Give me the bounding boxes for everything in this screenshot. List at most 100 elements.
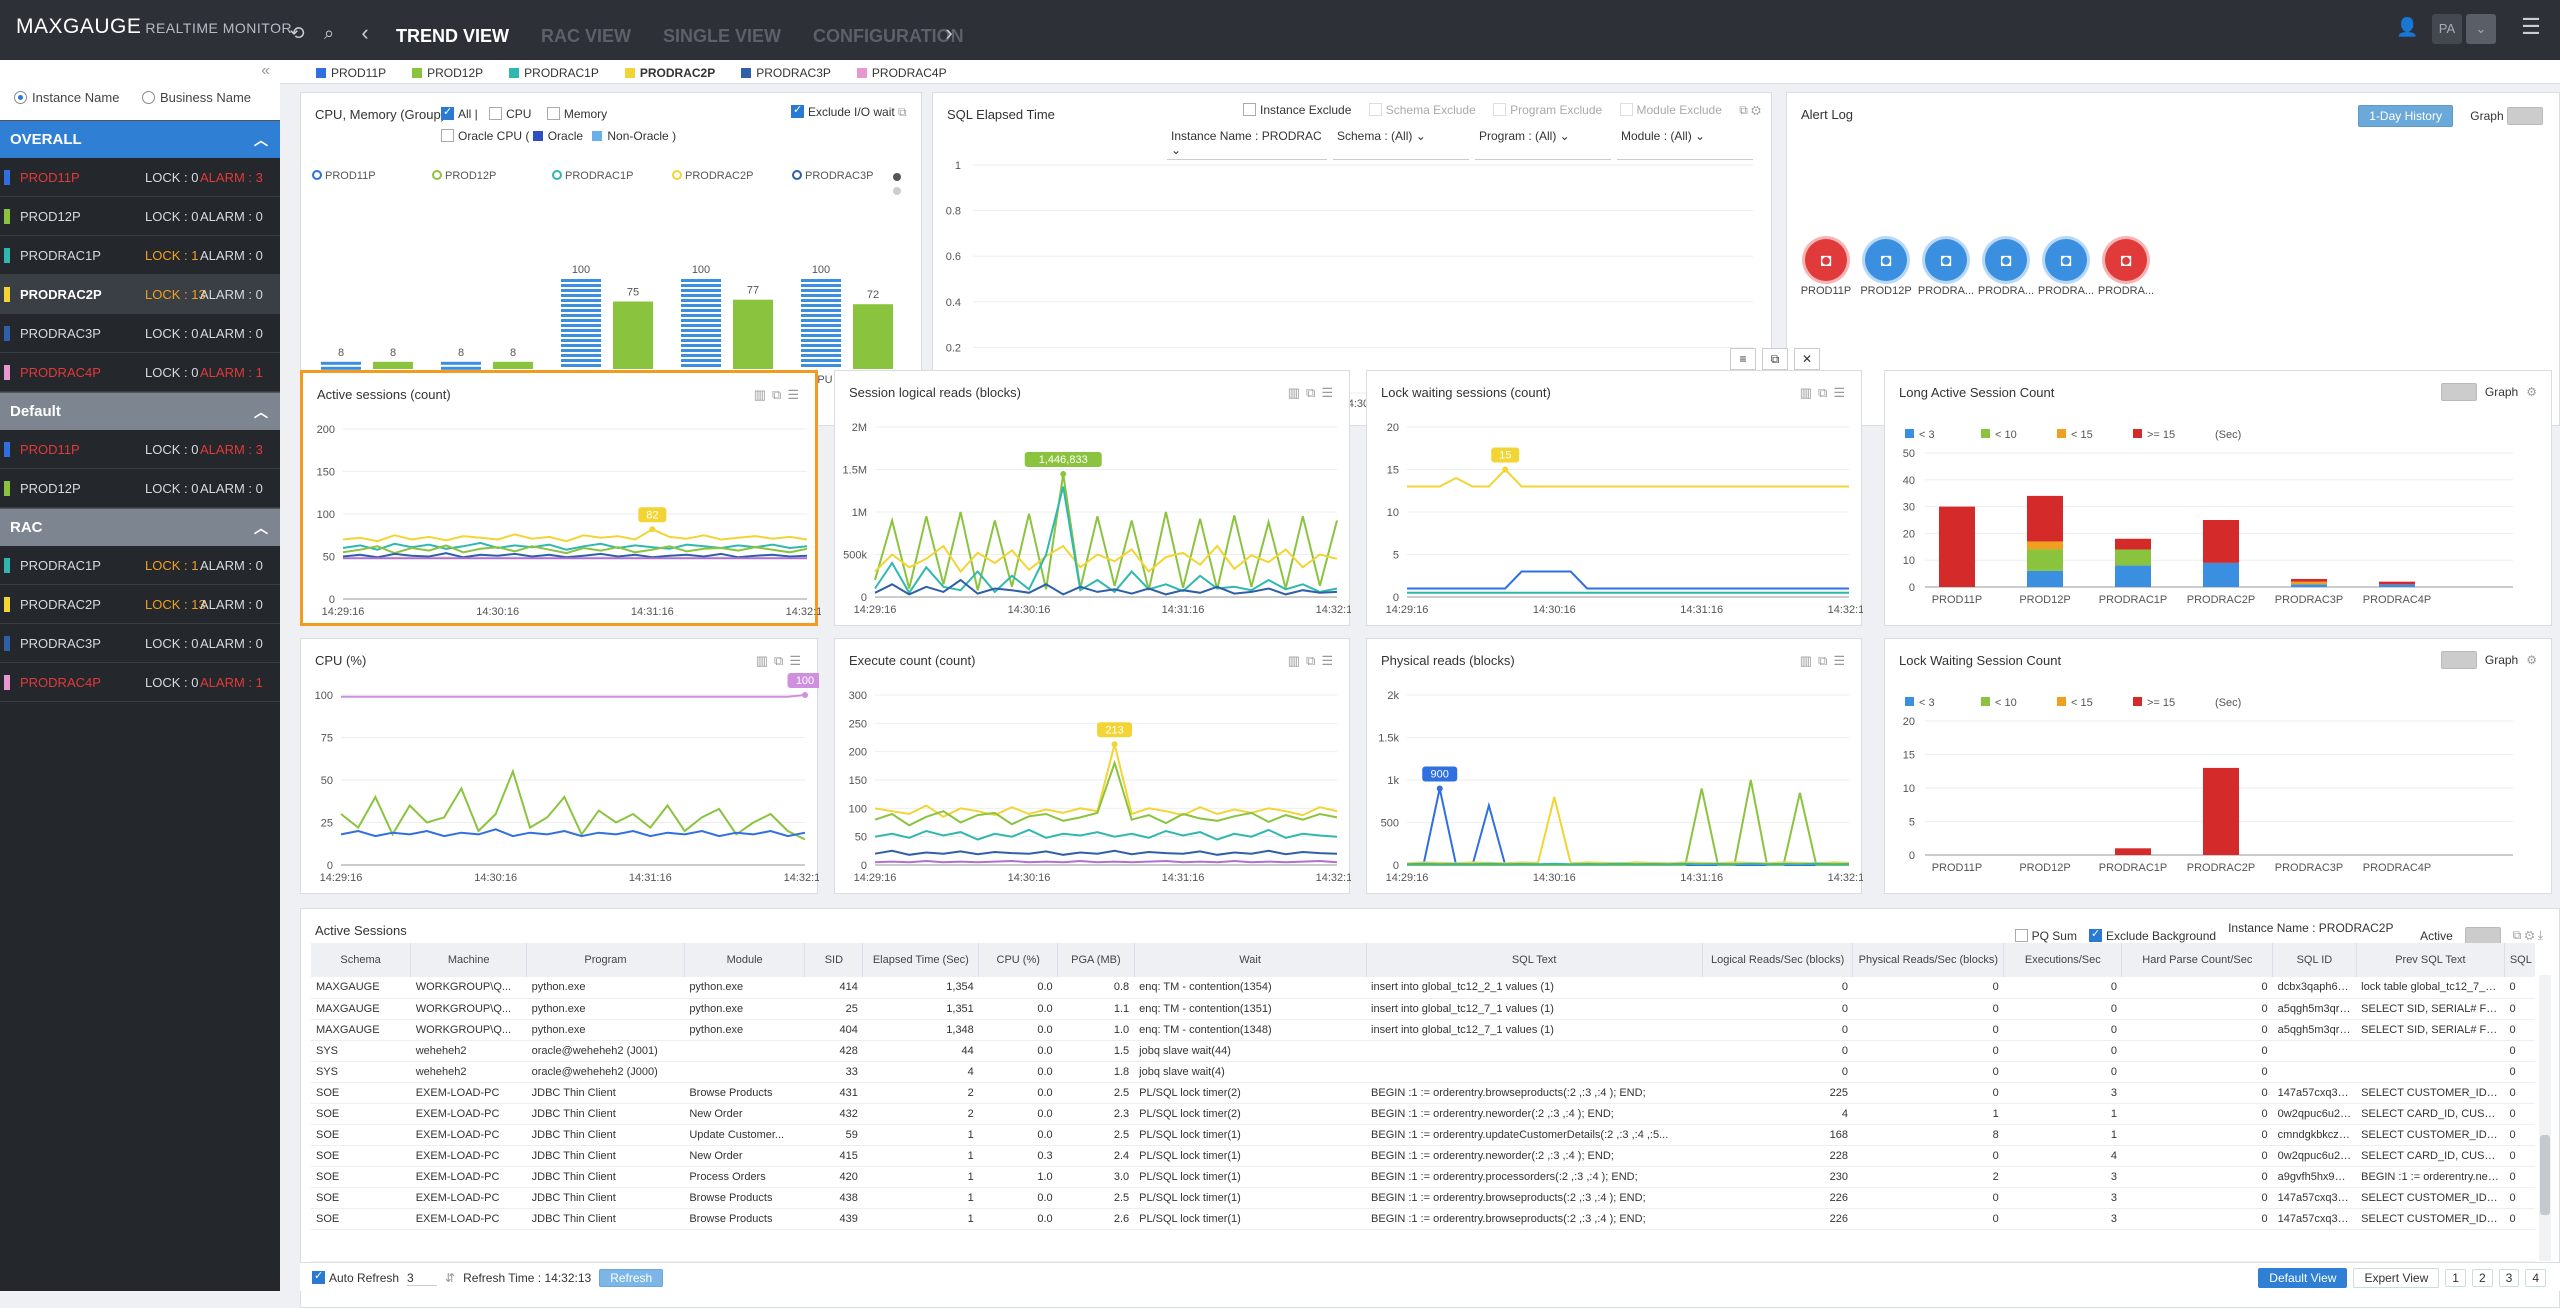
- graph-toggle[interactable]: [2507, 107, 2543, 125]
- sidebar-item-prodrac4p[interactable]: PRODRAC4P LOCK : 0 ALARM : 1: [0, 663, 280, 702]
- chevron-up-icon[interactable]: ︿: [254, 404, 268, 420]
- refresh-button[interactable]: Refresh: [599, 1269, 664, 1287]
- exclude-background-checkbox[interactable]: Exclude Background: [2088, 927, 2216, 943]
- sidebar-group-default[interactable]: Default ︿: [0, 392, 280, 430]
- sidebar-item-prodrac1p[interactable]: PRODRAC1P LOCK : 1 ALARM : 0: [0, 236, 280, 275]
- table-row[interactable]: SOE EXEM-LOAD-PC JDBC Thin Client New Order…: [311, 1145, 2535, 1167]
- list-view-icon[interactable]: ≡: [1730, 348, 1756, 370]
- chart-panel-6[interactable]: Long Active Session Count < 3 < 10 < 15 >= 1…: [1884, 370, 2552, 626]
- table-row[interactable]: SOE EXEM-LOAD-PC JDBC Thin Client Process O…: [311, 1166, 2535, 1188]
- column-header[interactable]: Hard Parse Count/Sec: [2121, 943, 2274, 977]
- legend-item[interactable]: PRODRAC3P: [741, 66, 831, 80]
- default-view-button[interactable]: Default View: [2258, 1268, 2348, 1288]
- export-icon[interactable]: ⧉: [898, 105, 907, 119]
- sidebar-group-overall[interactable]: OVERALL ︿: [0, 120, 280, 158]
- alert-instance-icon[interactable]: ◘: [1985, 239, 2027, 281]
- table-row[interactable]: SOE EXEM-LOAD-PC JDBC Thin Client New Order…: [311, 1103, 2535, 1125]
- legend-item[interactable]: PRODRAC4P: [856, 66, 947, 80]
- page-button[interactable]: 1: [2445, 1269, 2466, 1287]
- chart-panel-4[interactable]: Execute count (count) 300 250 200 150 100 50 0 1…: [834, 638, 1351, 894]
- oracle-cpu-checkbox[interactable]: [441, 129, 454, 142]
- close-icon[interactable]: ✕: [1794, 348, 1820, 370]
- chart-tool-icons[interactable]: ▥⧉☰: [1287, 653, 1339, 668]
- instance-filter-select[interactable]: Instance Name : PRODRAC ⌄: [1167, 127, 1327, 160]
- column-header[interactable]: Wait: [1134, 943, 1367, 977]
- memory-checkbox[interactable]: [546, 107, 560, 120]
- spinner-icon[interactable]: ⇵: [445, 1271, 456, 1285]
- sidebar-item-prodrac3p[interactable]: PRODRAC3P LOCK : 0 ALARM : 0: [0, 624, 280, 663]
- column-header[interactable]: Schema: [311, 943, 412, 977]
- table-row[interactable]: MAXGAUGE WORKGROUP\Q... python.exe python.e…: [311, 977, 2535, 999]
- alert-instance-icon[interactable]: ◘: [1805, 239, 1847, 281]
- page-button[interactable]: 2: [2471, 1269, 2493, 1287]
- page-button[interactable]: 3: [2498, 1269, 2520, 1287]
- program-exclude-checkbox[interactable]: [1493, 103, 1507, 116]
- legend-item[interactable]: PRODRAC2P: [624, 66, 715, 80]
- prev-tab-icon[interactable]: ‹: [361, 20, 369, 45]
- table-row[interactable]: SOE EXEM-LOAD-PC JDBC Thin Client Browse Pr…: [311, 1208, 2535, 1230]
- chart-panel-3[interactable]: CPU (%) 100 75 50 25 0 14:29:16 14:30:16 14:31:1…: [300, 638, 819, 894]
- radio-business-name[interactable]: Business Name: [142, 90, 251, 105]
- module-filter-select[interactable]: Module : (All) ⌄: [1617, 127, 1753, 160]
- chevron-up-icon[interactable]: ︿: [254, 132, 268, 148]
- sidebar-item-prod11p[interactable]: PROD11P LOCK : 0 ALARM : 3: [0, 430, 280, 469]
- user-menu-dropdown[interactable]: ⌄: [2466, 14, 2496, 44]
- alert-instance-icon[interactable]: ◘: [2045, 239, 2087, 281]
- settings-icon[interactable]: ⚙: [2526, 385, 2537, 399]
- expert-view-button[interactable]: Expert View: [2353, 1268, 2440, 1288]
- column-header[interactable]: SQL Plan Hash: [2504, 943, 2535, 977]
- alert-instance-icon[interactable]: ◘: [1925, 239, 1967, 281]
- schema-filter-select[interactable]: Schema : (All) ⌄: [1333, 127, 1469, 160]
- sidebar-item-prodrac2p[interactable]: PRODRAC2P LOCK : 13 ALARM : 0: [0, 275, 280, 314]
- collapse-sidebar-icon[interactable]: «: [261, 62, 270, 79]
- chart-panel-2[interactable]: Lock waiting sessions (count) 20 15 10 5 0 14:…: [1366, 370, 1863, 626]
- vertical-scrollbar[interactable]: [2539, 975, 2551, 1261]
- settings-icon[interactable]: ⚙: [2526, 653, 2537, 667]
- user-avatar[interactable]: PA: [2432, 14, 2462, 44]
- table-row[interactable]: SOE EXEM-LOAD-PC JDBC Thin Client Browse Pr…: [311, 1187, 2535, 1209]
- program-filter-select[interactable]: Program : (All) ⌄: [1475, 127, 1611, 160]
- chart-panel-7[interactable]: Lock Waiting Session Count < 3 < 10 < 15 >= …: [1884, 638, 2552, 894]
- column-header[interactable]: Program: [526, 943, 685, 977]
- active-toggle[interactable]: [2464, 926, 2501, 945]
- column-header[interactable]: Module: [684, 943, 806, 977]
- page-button[interactable]: 4: [2525, 1269, 2546, 1287]
- pq-sum-checkbox[interactable]: PQ Sum: [2014, 928, 2077, 943]
- history-button[interactable]: 1-Day History: [2358, 105, 2453, 127]
- chart-tool-icons[interactable]: ▥⧉☰: [755, 653, 807, 668]
- sidebar-item-prodrac1p[interactable]: PRODRAC1P LOCK : 1 ALARM : 0: [0, 546, 280, 585]
- sidebar-item-prod11p[interactable]: PROD11P LOCK : 0 ALARM : 3: [0, 158, 280, 197]
- column-header[interactable]: SQL ID: [2272, 943, 2357, 977]
- chart-tool-icons[interactable]: ▥⧉☰: [1287, 385, 1339, 400]
- graph-toggle[interactable]: [2440, 651, 2477, 669]
- all-checkbox[interactable]: [441, 105, 454, 120]
- sidebar-item-prod12p[interactable]: PROD12P LOCK : 0 ALARM : 0: [0, 197, 280, 236]
- table-row[interactable]: SYS weheheh2 oracle@weheheh2 (J001) 428 44 0.…: [311, 1040, 2535, 1062]
- chevron-up-icon[interactable]: ︿: [254, 520, 268, 536]
- radio-instance-name[interactable]: Instance Name: [14, 90, 119, 105]
- column-header[interactable]: CPU (%): [978, 943, 1059, 977]
- column-header[interactable]: Logical Reads/Sec (blocks): [1702, 943, 1854, 977]
- graph-toggle[interactable]: [2440, 383, 2477, 401]
- chart-tool-icons[interactable]: ▥⧉☰: [753, 387, 805, 402]
- table-row[interactable]: MAXGAUGE WORKGROUP\Q... python.exe python.e…: [311, 998, 2535, 1020]
- tab-configuration[interactable]: CONFIGURATION: [813, 26, 964, 46]
- alert-instance-icon[interactable]: ◘: [2105, 239, 2147, 281]
- schema-exclude-checkbox[interactable]: [1368, 103, 1382, 116]
- chart-panel-5[interactable]: Physical reads (blocks) 2k 1.5k 1k 500 0 14:29…: [1366, 638, 1863, 894]
- table-row[interactable]: SYS weheheh2 oracle@weheheh2 (J000) 33 4 0.0 1…: [311, 1061, 2535, 1083]
- column-header[interactable]: Prev SQL Text: [2356, 943, 2506, 977]
- sidebar-item-prod12p[interactable]: PROD12P LOCK : 0 ALARM : 0: [0, 469, 280, 508]
- chart-panel-0[interactable]: Active sessions (count) 200 150 100 50 0 14:29…: [300, 370, 821, 626]
- restore-icon[interactable]: ⧉: [1762, 348, 1788, 370]
- alert-instance-icon[interactable]: ◘: [1865, 239, 1907, 281]
- tab-trend-view[interactable]: TREND VIEW: [396, 26, 510, 46]
- auto-refresh-checkbox[interactable]: Auto Refresh: [312, 1269, 399, 1285]
- tab-rac-view[interactable]: RAC VIEW: [541, 26, 632, 46]
- search-icon[interactable]: ⌕: [323, 23, 335, 43]
- column-header[interactable]: Executions/Sec: [2003, 943, 2123, 977]
- sidebar-group-rac[interactable]: RAC ︿: [0, 508, 280, 546]
- legend-item[interactable]: PRODRAC1P: [509, 66, 599, 80]
- refresh-link-icon[interactable]: ⟲: [289, 23, 305, 43]
- legend-item[interactable]: PROD11P: [316, 66, 386, 80]
